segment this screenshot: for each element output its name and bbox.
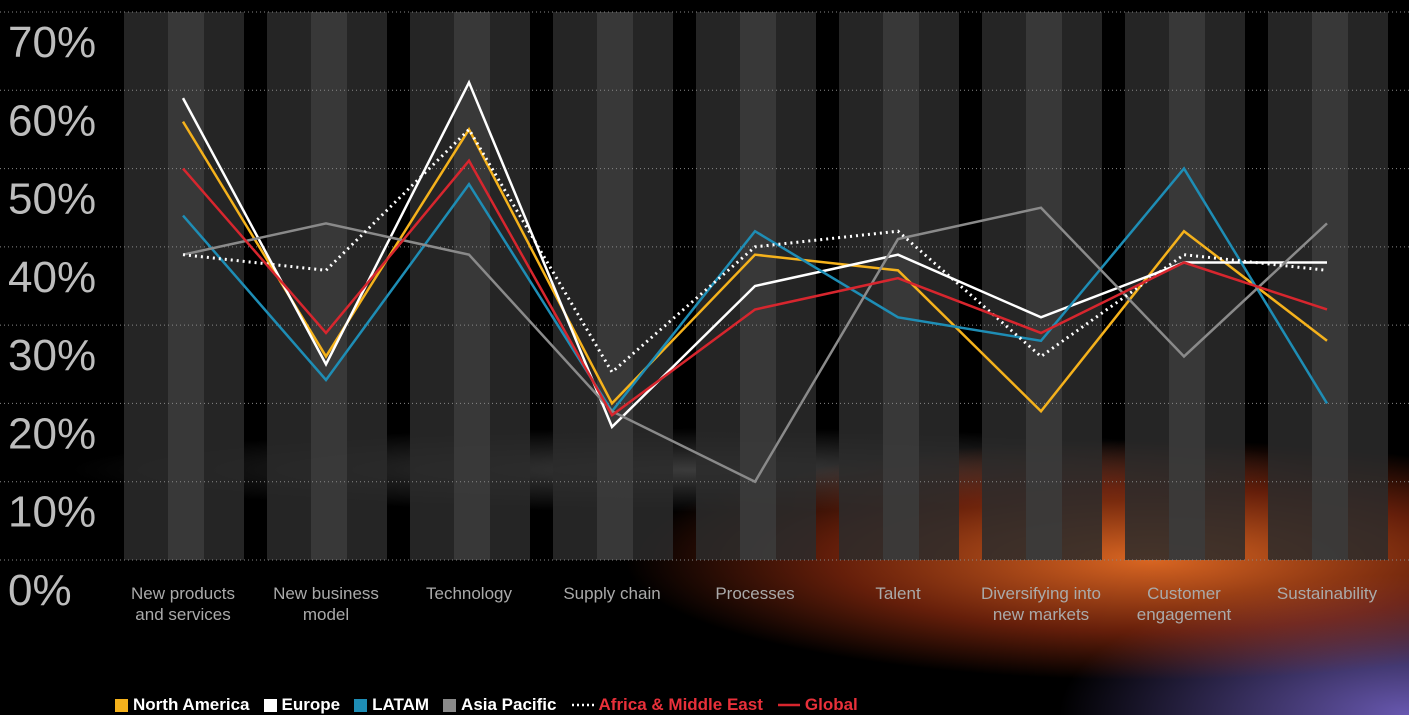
- legend-swatch: [443, 699, 457, 712]
- series-line: [181, 120, 1328, 414]
- legend-swatch: [263, 699, 277, 712]
- legend-swatch: [354, 699, 368, 712]
- legend-item: North America: [115, 695, 250, 715]
- y-tick-label: 50%: [8, 175, 96, 224]
- x-tick-label: New business model: [273, 584, 379, 624]
- series-line: [181, 79, 1327, 430]
- column-stripe: [1026, 12, 1062, 560]
- legend-label: Africa & Middle East: [598, 695, 763, 714]
- legend-label: Asia Pacific: [461, 695, 557, 714]
- y-tick-label: 0%: [8, 566, 72, 615]
- legend-item: Global: [777, 695, 858, 715]
- legend-square: [443, 699, 457, 712]
- column-stripe: [1169, 12, 1205, 560]
- legend-item: Africa & Middle East: [571, 695, 763, 715]
- x-tick-label: Diversifying into new markets: [981, 584, 1101, 624]
- y-tick-label: 10%: [8, 488, 96, 537]
- column-stripe: [1312, 12, 1348, 560]
- legend-square: [115, 699, 128, 712]
- y-tick-label: 70%: [8, 18, 96, 67]
- series-line: [182, 127, 1328, 375]
- x-tick-label: Sustainability: [1276, 584, 1378, 603]
- column-stripe: [597, 12, 633, 560]
- legend-label: LATAM: [372, 695, 430, 714]
- x-tick-label: New products and services: [131, 584, 235, 624]
- x-tick-label: Supply chain: [563, 584, 661, 603]
- legend: North America Europe LATAM Asia Pacific Afri…: [115, 695, 858, 715]
- column-stripe: [454, 12, 490, 560]
- legend-label: North America: [133, 695, 250, 714]
- x-tick-label: Technology: [425, 584, 512, 603]
- legend-item: LATAM: [354, 695, 429, 715]
- column-stripe: [168, 12, 204, 560]
- y-tick-label: 60%: [8, 96, 96, 145]
- column-stripe: [311, 12, 347, 560]
- legend-item: Europe: [263, 695, 341, 715]
- legend-swatch: [777, 703, 800, 707]
- legend-item: Asia Pacific: [443, 695, 557, 715]
- series-line: [182, 206, 1328, 484]
- legend-swatch: [571, 703, 594, 707]
- legend-swatch: [115, 699, 128, 712]
- y-tick-label: 30%: [8, 331, 96, 380]
- x-tick-label: Talent: [875, 584, 921, 603]
- legend-square: [263, 699, 277, 712]
- legend-label: Europe: [281, 695, 341, 714]
- x-tick-label: Processes: [715, 584, 795, 603]
- x-tick-label: Customer engagement: [1136, 584, 1232, 624]
- legend-square: [354, 699, 368, 712]
- series-line: [182, 158, 1328, 418]
- series-line: [182, 166, 1329, 414]
- y-tick-label: 40%: [8, 253, 96, 302]
- legend-label: Global: [804, 695, 858, 714]
- y-tick-label: 20%: [8, 409, 96, 458]
